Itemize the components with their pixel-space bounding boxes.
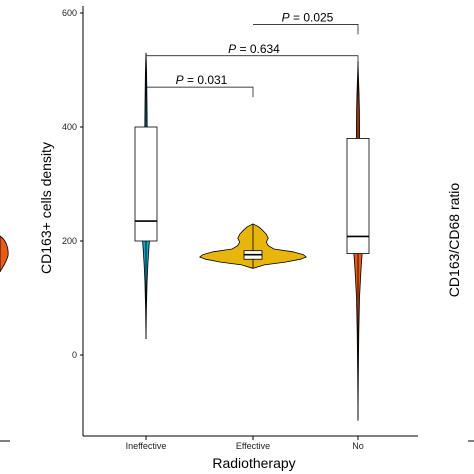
y-tick-label: 0 — [72, 350, 77, 360]
bracket-line — [146, 86, 254, 98]
p-value-label: P = 0.025 — [282, 10, 334, 24]
left-panel-fragment — [0, 235, 10, 442]
y-ticks: 0 200 400 600 — [62, 8, 83, 360]
comparison-brackets: P = 0.031 P = 0.634 P = 0.025 — [146, 10, 359, 98]
x-ticks: Ineffective Effective No — [126, 436, 364, 451]
right-panel-ylabel: CD163/CD68 ratio — [446, 183, 462, 298]
comparison-bracket: P = 0.031 — [146, 73, 254, 98]
comparison-bracket: P = 0.634 — [146, 42, 359, 66]
violin-effective — [199, 223, 307, 269]
left-panel-violin-fragment — [0, 235, 9, 273]
y-axis-title: CD163+ cells density — [38, 142, 54, 274]
p-value-label: P = 0.634 — [228, 42, 280, 56]
violin-ineffective — [134, 52, 158, 340]
y-tick-label: 600 — [62, 8, 77, 18]
p-value-label: P = 0.031 — [176, 73, 228, 87]
box — [346, 137, 370, 254]
comparison-bracket: P = 0.025 — [253, 10, 359, 35]
box — [134, 126, 158, 242]
y-tick-label: 200 — [62, 236, 77, 246]
x-tick-label: Effective — [236, 441, 270, 451]
x-tick-label: No — [352, 441, 364, 451]
bracket-line — [146, 55, 359, 66]
bracket-line — [253, 24, 359, 35]
violin-no — [346, 61, 370, 421]
y-tick-label: 400 — [62, 122, 77, 132]
violins — [134, 52, 370, 421]
x-tick-label: Ineffective — [126, 441, 167, 451]
x-axis-title: Radiotherapy — [212, 455, 295, 471]
